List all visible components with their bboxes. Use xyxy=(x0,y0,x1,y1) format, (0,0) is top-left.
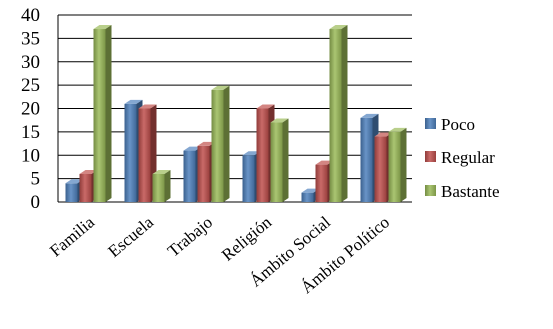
bar-regular-escuela xyxy=(138,104,157,202)
bar-bastante-familia xyxy=(93,25,112,203)
legend-label: Poco xyxy=(441,115,475,134)
x-tick-label: Escuela xyxy=(104,212,157,261)
bar-bastante-ambito-politico xyxy=(388,127,407,202)
y-tick-label: 10 xyxy=(21,145,40,166)
legend-swatch xyxy=(425,185,436,196)
y-tick-label: 15 xyxy=(21,122,40,143)
legend: Poco Regular Bastante xyxy=(425,115,500,201)
y-tick-label: 35 xyxy=(21,28,40,49)
legend-item-poco: Poco xyxy=(425,115,475,134)
legend-swatch xyxy=(425,151,436,162)
y-tick-label: 5 xyxy=(31,169,41,190)
y-tick-label: 40 xyxy=(21,5,40,26)
bars xyxy=(65,25,407,203)
bar-bastante-escuela xyxy=(152,169,171,202)
legend-label: Bastante xyxy=(441,182,500,201)
bar-bastante-trabajo xyxy=(211,85,230,202)
gridlines xyxy=(57,14,412,203)
bar-bastante-ambito-social xyxy=(329,25,348,203)
legend-label: Regular xyxy=(441,148,495,167)
y-tick-label: 30 xyxy=(21,52,40,73)
bar-regular-familia xyxy=(79,169,98,202)
x-tick-label: Religión xyxy=(218,212,275,265)
y-tick-label: 0 xyxy=(31,192,41,213)
y-tick-label: 20 xyxy=(21,99,40,120)
y-tick-label: 25 xyxy=(21,75,40,96)
legend-item-bastante: Bastante xyxy=(425,182,500,201)
legend-item-regular: Regular xyxy=(425,148,495,167)
bar-bastante-religion xyxy=(270,118,289,202)
x-tick-label: Trabajo xyxy=(164,213,216,261)
legend-swatch xyxy=(425,118,436,129)
x-tick-label: Familia xyxy=(46,212,98,260)
